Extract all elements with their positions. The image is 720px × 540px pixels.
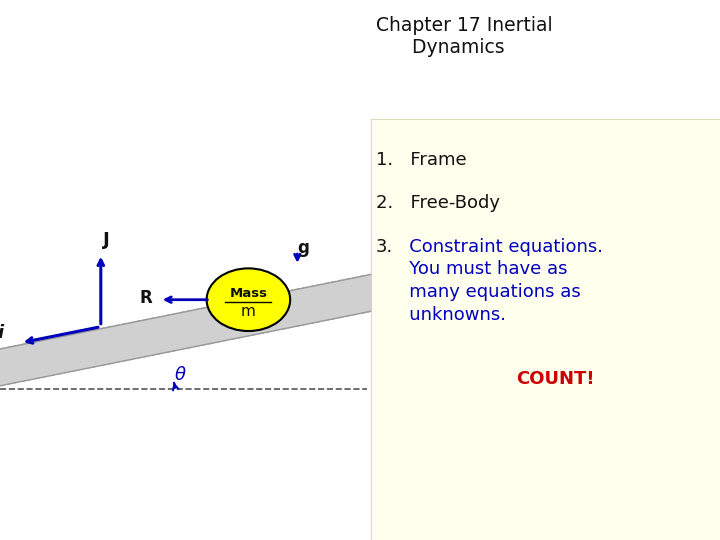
Text: Mass: Mass: [230, 287, 267, 300]
Text: $\theta$: $\theta$: [174, 366, 186, 384]
Text: i: i: [0, 324, 4, 342]
Text: R: R: [139, 288, 152, 307]
Text: COUNT!: COUNT!: [516, 370, 595, 388]
Text: Chapter 17 Inertial
      Dynamics: Chapter 17 Inertial Dynamics: [376, 16, 552, 57]
Text: 3.: 3.: [376, 238, 393, 255]
Text: m: m: [241, 304, 256, 319]
Text: Constraint equations.
   You must have as
   many equations as
   unknowns.: Constraint equations. You must have as m…: [392, 238, 603, 325]
Text: g: g: [297, 239, 309, 258]
FancyBboxPatch shape: [371, 119, 720, 540]
Ellipse shape: [207, 268, 290, 331]
Text: 2.   Free-Body: 2. Free-Body: [376, 194, 500, 212]
Text: J: J: [103, 231, 110, 249]
Polygon shape: [0, 254, 474, 394]
Text: 1.   Frame: 1. Frame: [376, 151, 467, 169]
